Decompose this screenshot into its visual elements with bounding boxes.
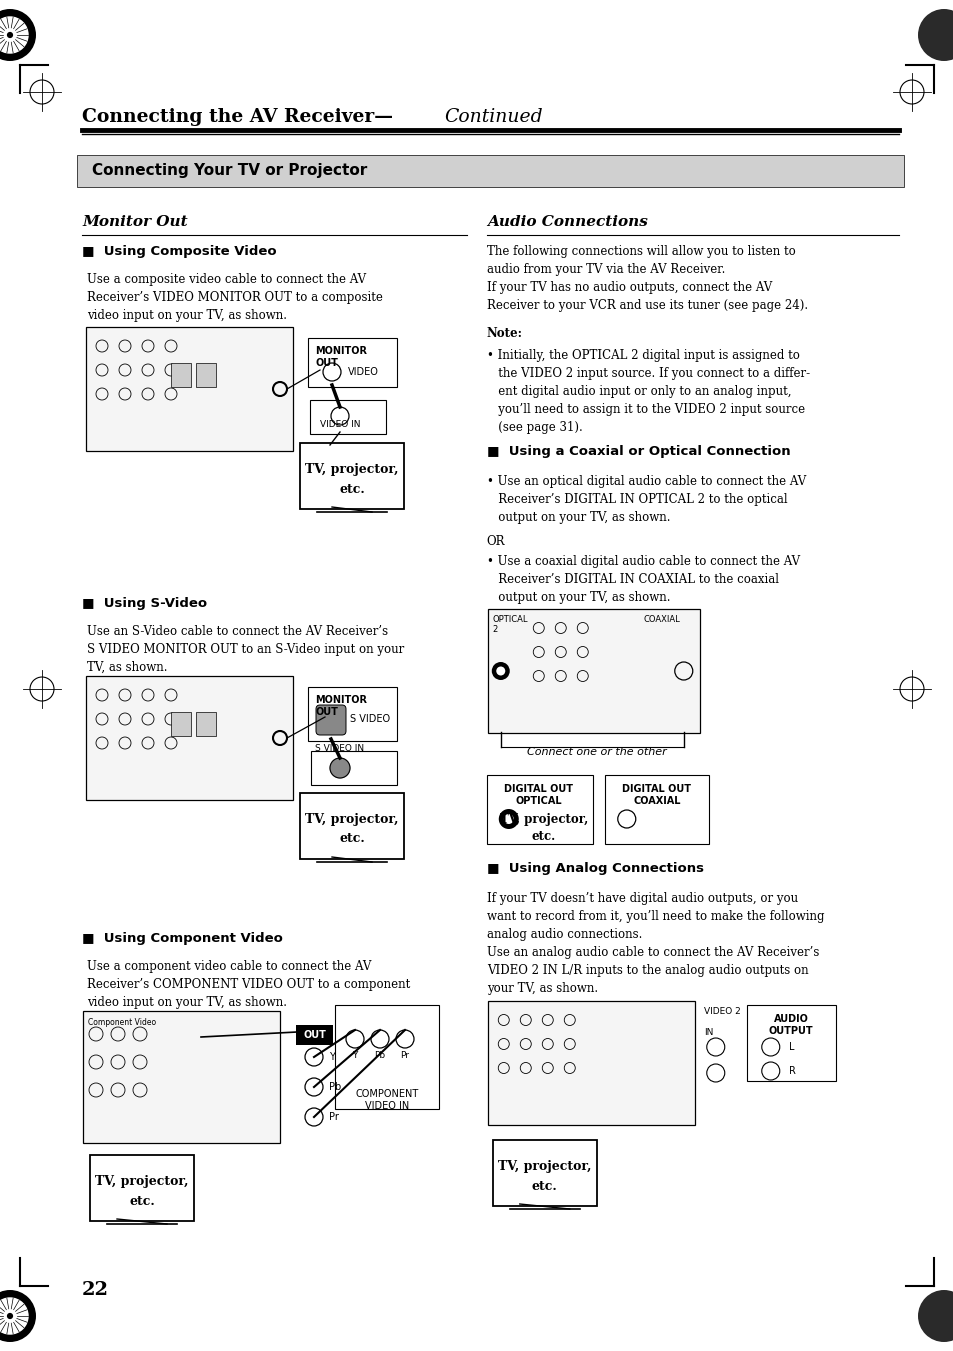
FancyBboxPatch shape (308, 338, 396, 386)
Text: Connecting the AV Receiver—: Connecting the AV Receiver— (82, 108, 393, 126)
Text: Pb: Pb (329, 1082, 341, 1092)
FancyBboxPatch shape (308, 688, 396, 740)
Text: COAXIAL: COAXIAL (643, 615, 679, 624)
Circle shape (0, 1290, 36, 1342)
FancyBboxPatch shape (299, 793, 403, 859)
FancyBboxPatch shape (86, 676, 293, 800)
Text: • Use an optical digital audio cable to connect the AV
   Receiver’s DIGITAL IN : • Use an optical digital audio cable to … (486, 476, 805, 524)
Text: Pr: Pr (329, 1112, 338, 1121)
Text: etc.: etc. (338, 482, 364, 496)
Circle shape (0, 1297, 29, 1335)
Text: OUT: OUT (303, 1029, 326, 1040)
Text: Use an S-Video cable to connect the AV Receiver’s
S VIDEO MONITOR OUT to an S-Vi: Use an S-Video cable to connect the AV R… (87, 626, 404, 674)
FancyBboxPatch shape (83, 1011, 280, 1143)
Text: ■  Using a Coaxial or Optical Connection: ■ Using a Coaxial or Optical Connection (486, 444, 790, 458)
Text: Pb: Pb (374, 1051, 385, 1061)
Circle shape (917, 9, 953, 61)
Text: • Use a coaxial digital audio cable to connect the AV
   Receiver’s DIGITAL IN C: • Use a coaxial digital audio cable to c… (486, 555, 799, 604)
Text: ■  Using Component Video: ■ Using Component Video (82, 932, 283, 944)
Text: Connecting Your TV or Projector: Connecting Your TV or Projector (91, 163, 367, 178)
Text: Pr: Pr (400, 1051, 409, 1061)
Text: IN: IN (703, 1028, 713, 1038)
FancyBboxPatch shape (315, 705, 346, 735)
FancyBboxPatch shape (171, 363, 191, 386)
Text: Use a component video cable to connect the AV
Receiver’s COMPONENT VIDEO OUT to : Use a component video cable to connect t… (87, 961, 410, 1009)
FancyBboxPatch shape (311, 751, 396, 785)
FancyBboxPatch shape (295, 1025, 333, 1046)
FancyBboxPatch shape (487, 609, 700, 734)
Text: AUDIO
OUTPUT: AUDIO OUTPUT (768, 1015, 813, 1036)
Text: Note:: Note: (486, 327, 522, 340)
Text: R: R (788, 1066, 795, 1075)
FancyBboxPatch shape (487, 1001, 694, 1125)
Text: OPTICAL
2: OPTICAL 2 (493, 615, 528, 635)
Circle shape (503, 815, 514, 824)
Text: Monitor Out: Monitor Out (82, 215, 188, 230)
Text: 22: 22 (82, 1281, 109, 1300)
FancyBboxPatch shape (486, 775, 592, 844)
Text: DIGITAL OUT
COAXIAL: DIGITAL OUT COAXIAL (621, 784, 691, 807)
Text: Audio Connections: Audio Connections (486, 215, 647, 230)
Circle shape (330, 758, 350, 778)
Text: • Initially, the OPTICAL 2 digital input is assigned to
   the VIDEO 2 input sou: • Initially, the OPTICAL 2 digital input… (486, 349, 809, 434)
FancyBboxPatch shape (604, 775, 708, 844)
Text: MONITOR
OUT: MONITOR OUT (314, 346, 367, 369)
Text: TV, projector,
etc.: TV, projector, etc. (499, 813, 587, 843)
Text: TV, projector,: TV, projector, (305, 462, 398, 476)
Text: VIDEO: VIDEO (348, 367, 378, 377)
Text: Component Video: Component Video (88, 1019, 156, 1027)
FancyBboxPatch shape (195, 712, 215, 736)
Text: VIDEO 2: VIDEO 2 (703, 1006, 740, 1016)
Text: S VIDEO IN: S VIDEO IN (315, 744, 364, 753)
Text: Use a composite video cable to connect the AV
Receiver’s VIDEO MONITOR OUT to a : Use a composite video cable to connect t… (87, 273, 382, 322)
Text: OR: OR (486, 535, 505, 549)
Text: TV, projector,: TV, projector, (305, 812, 398, 825)
FancyBboxPatch shape (335, 1005, 438, 1109)
Text: ■  Using Analog Connections: ■ Using Analog Connections (486, 862, 703, 875)
Text: L: L (788, 1042, 794, 1052)
Circle shape (0, 16, 29, 54)
Text: TV, projector,: TV, projector, (95, 1174, 189, 1188)
Text: TV, projector,: TV, projector, (497, 1159, 591, 1173)
Text: VIDEO IN: VIDEO IN (319, 420, 360, 430)
Text: Continued: Continued (443, 108, 542, 126)
Text: Connect one or the other: Connect one or the other (526, 747, 666, 757)
Text: COMPONENT
VIDEO IN: COMPONENT VIDEO IN (355, 1089, 418, 1111)
Text: Y: Y (352, 1051, 357, 1061)
Text: The following connections will allow you to listen to
audio from your TV via the: The following connections will allow you… (486, 245, 807, 312)
Circle shape (7, 1313, 13, 1319)
Text: Y: Y (329, 1052, 335, 1062)
Text: ■  Using S-Video: ■ Using S-Video (82, 597, 207, 611)
FancyBboxPatch shape (746, 1005, 835, 1081)
Text: DIGITAL OUT
OPTICAL: DIGITAL OUT OPTICAL (504, 784, 573, 807)
Text: If your TV doesn’t have digital audio outputs, or you
want to record from it, yo: If your TV doesn’t have digital audio ou… (486, 892, 823, 994)
Circle shape (917, 1290, 953, 1342)
FancyBboxPatch shape (86, 327, 293, 451)
Text: etc.: etc. (129, 1194, 154, 1208)
Text: etc.: etc. (532, 1179, 558, 1193)
Text: etc.: etc. (338, 832, 364, 846)
FancyBboxPatch shape (171, 712, 191, 736)
FancyBboxPatch shape (310, 400, 386, 434)
Circle shape (498, 809, 518, 830)
FancyBboxPatch shape (90, 1155, 193, 1221)
Circle shape (491, 662, 509, 680)
Text: MONITOR
OUT: MONITOR OUT (314, 694, 367, 717)
FancyBboxPatch shape (493, 1140, 597, 1206)
FancyBboxPatch shape (195, 363, 215, 386)
FancyBboxPatch shape (299, 443, 403, 509)
Circle shape (7, 32, 13, 38)
Text: ■  Using Composite Video: ■ Using Composite Video (82, 245, 276, 258)
Circle shape (496, 666, 505, 676)
FancyBboxPatch shape (77, 155, 903, 186)
Text: S VIDEO: S VIDEO (350, 713, 390, 724)
Circle shape (0, 9, 36, 61)
